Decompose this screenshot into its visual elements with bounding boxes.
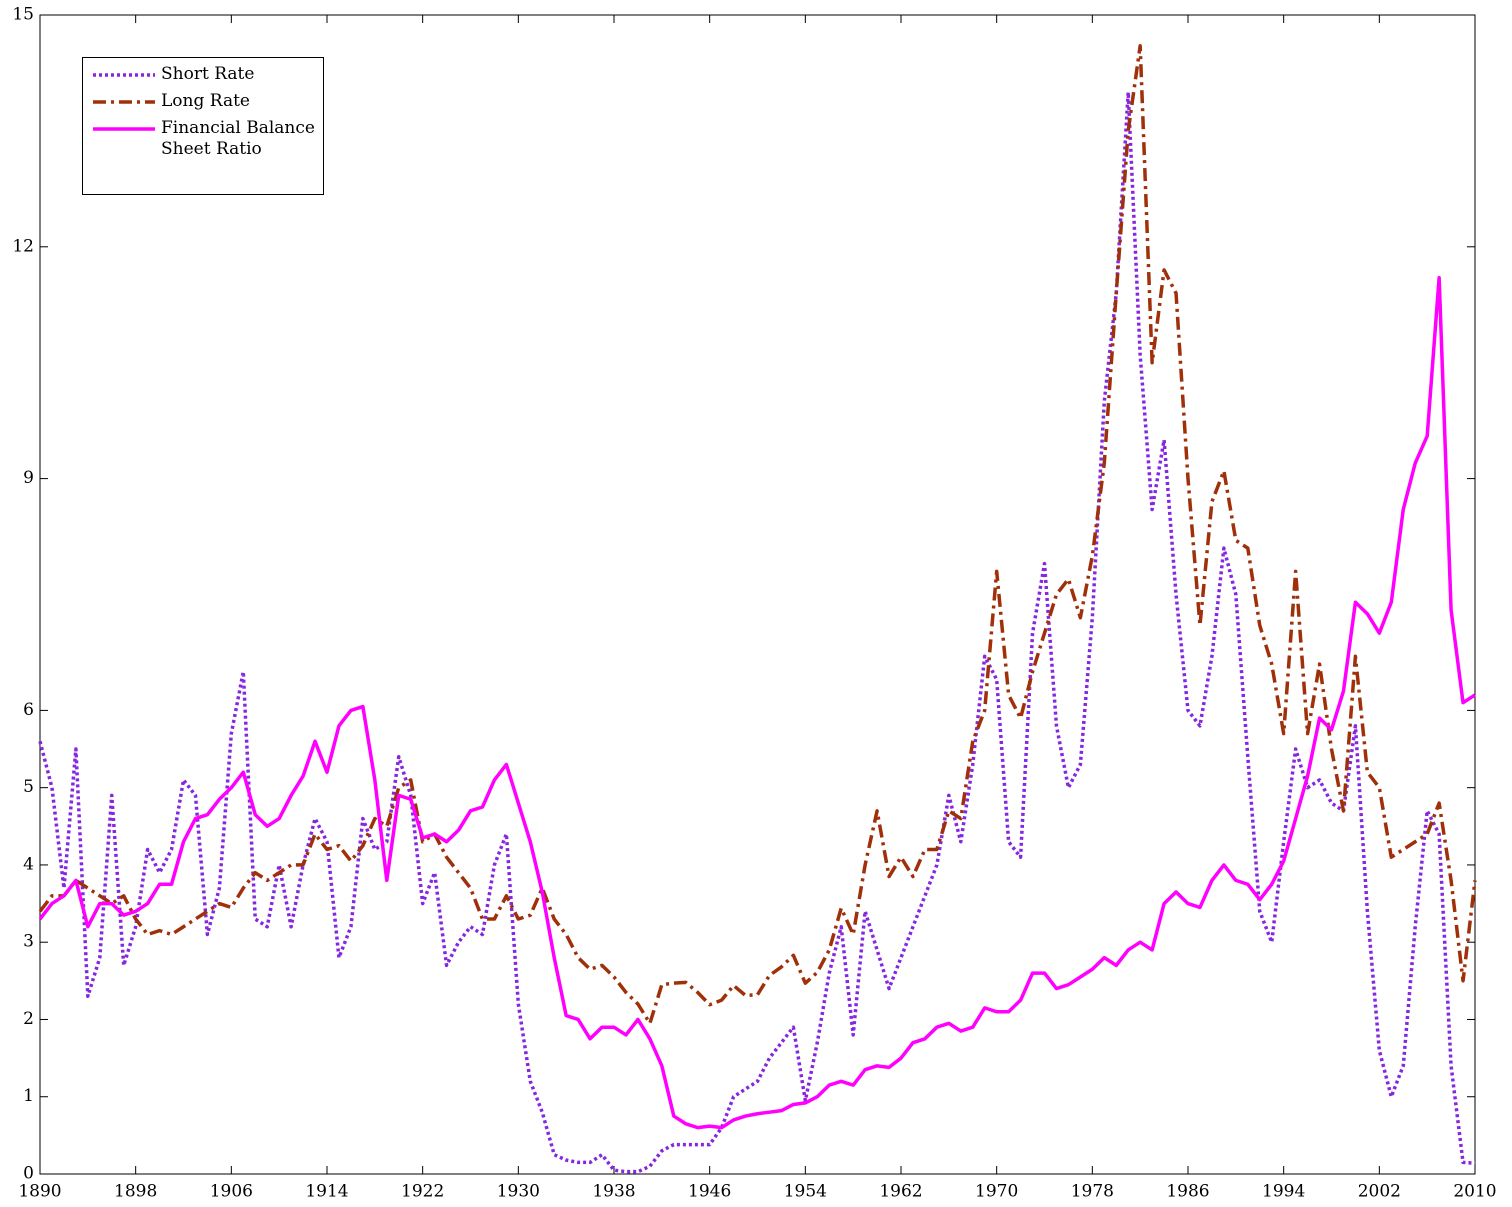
x-tick-label: 1986 bbox=[1166, 1182, 1209, 1202]
x-tick-label: 1938 bbox=[592, 1182, 635, 1202]
x-tick-label: 1994 bbox=[1262, 1182, 1305, 1202]
y-tick-label: 0 bbox=[23, 1164, 34, 1184]
legend-label: Financial Balance Sheet Ratio bbox=[161, 118, 315, 159]
y-tick-label: 1 bbox=[23, 1086, 34, 1106]
x-tick-label: 1922 bbox=[401, 1182, 444, 1202]
x-tick-label: 2010 bbox=[1453, 1182, 1496, 1202]
y-tick-label: 12 bbox=[12, 236, 34, 256]
legend-label: Short Rate bbox=[161, 64, 255, 84]
series-line bbox=[38, 44, 1477, 1026]
legend-label: Long Rate bbox=[161, 91, 250, 111]
series-line bbox=[38, 90, 1476, 1174]
y-tick-label: 6 bbox=[23, 700, 34, 720]
legend-entry: Financial Balance Sheet Ratio bbox=[91, 118, 323, 160]
legend-entry: Long Rate bbox=[91, 91, 323, 112]
y-tick-label: 2 bbox=[23, 1009, 34, 1029]
legend-swatch bbox=[93, 100, 155, 104]
legend-swatch bbox=[93, 127, 155, 131]
x-tick-label: 1898 bbox=[114, 1182, 157, 1202]
y-tick-label: 3 bbox=[23, 932, 34, 952]
y-tick-label: 15 bbox=[12, 5, 34, 25]
x-tick-label: 1954 bbox=[784, 1182, 827, 1202]
y-tick-label: 4 bbox=[23, 854, 34, 874]
x-tick-label: 1914 bbox=[305, 1182, 348, 1202]
x-tick-label: 2002 bbox=[1358, 1182, 1401, 1202]
x-tick-label: 1930 bbox=[497, 1182, 540, 1202]
legend-swatch bbox=[93, 73, 155, 77]
x-tick-label: 1962 bbox=[879, 1182, 922, 1202]
x-tick-label: 1946 bbox=[688, 1182, 731, 1202]
series-line bbox=[38, 275, 1476, 1130]
legend: Short Rate Long Rate Financial Balance She… bbox=[82, 57, 324, 195]
x-tick-label: 1970 bbox=[975, 1182, 1018, 1202]
legend-entry: Short Rate bbox=[91, 64, 323, 85]
x-tick-label: 1978 bbox=[1071, 1182, 1114, 1202]
x-tick-label: 1890 bbox=[18, 1182, 61, 1202]
plot-frame bbox=[39, 14, 1476, 1175]
y-tick-label: 9 bbox=[23, 468, 34, 488]
y-tick-label: 5 bbox=[23, 777, 34, 797]
x-tick-label: 1906 bbox=[210, 1182, 253, 1202]
